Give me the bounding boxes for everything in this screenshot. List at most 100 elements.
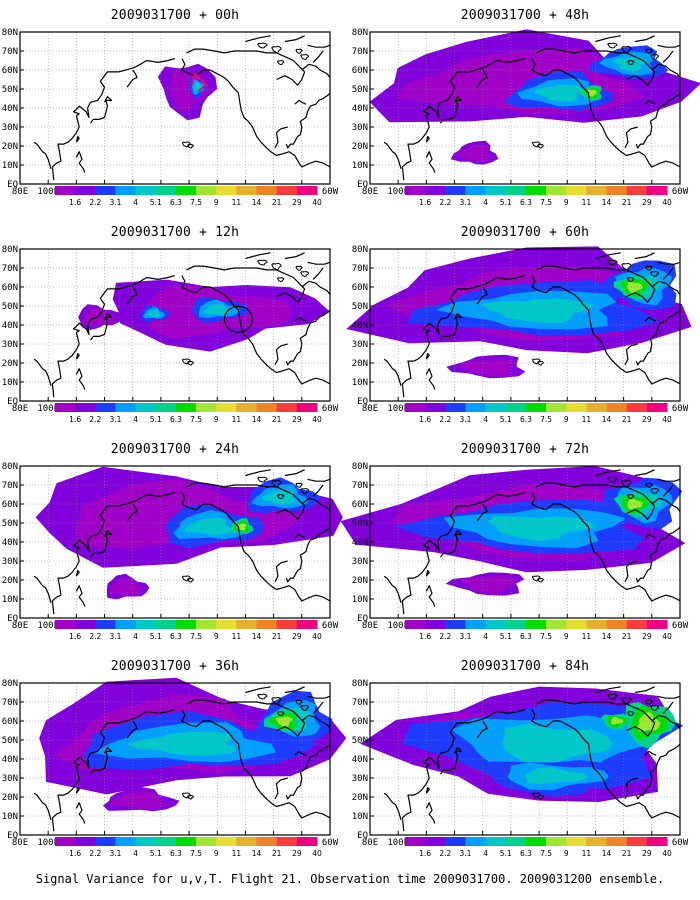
colorbar-label: 21 [272, 632, 282, 641]
colorbar-swatch [586, 620, 608, 629]
colorbar-swatch [445, 620, 466, 629]
colorbar-label: 1.6 [69, 198, 81, 207]
colorbar-label: 21 [272, 198, 282, 207]
colorbar-label: 5.1 [500, 415, 512, 424]
lat-tick-label: 10N [352, 161, 368, 171]
colorbar-swatch [196, 186, 217, 195]
colorbar-swatch [505, 620, 527, 629]
lat-tick-label: 80N [352, 28, 368, 38]
colorbar-swatch [276, 403, 298, 412]
coastline [284, 469, 305, 477]
island [626, 60, 635, 66]
coastline [126, 286, 138, 305]
colorbar-label: 2.2 [439, 415, 451, 424]
colorbar-swatch [196, 620, 217, 629]
coastline [635, 309, 681, 366]
colorbar-swatch [485, 403, 507, 412]
colorbar-swatch [626, 837, 648, 846]
lat-tick-label: 60N [352, 717, 368, 727]
coastline [634, 252, 655, 260]
coastline [657, 261, 681, 265]
flight-track [190, 71, 208, 92]
lat-tick-label: 80N [352, 245, 368, 255]
colorbar-swatch [626, 186, 648, 195]
colorbar-label: 7.5 [190, 632, 202, 641]
island [645, 265, 653, 271]
colorbar-swatch [216, 186, 237, 195]
colorbar-swatch [216, 837, 237, 846]
colorbar-label: 2.2 [89, 632, 101, 641]
variance-contour [184, 517, 234, 535]
island [276, 277, 285, 283]
coastline [51, 58, 176, 181]
coastline [634, 686, 655, 694]
coastline [383, 141, 402, 169]
colorbar-label: 7.5 [190, 198, 202, 207]
coastline [651, 497, 681, 512]
colorbar-swatch [485, 620, 507, 629]
variance-contour [146, 309, 161, 317]
colorbar-swatch [55, 837, 76, 846]
colorbar-swatch [405, 403, 426, 412]
colorbar-label: 5.1 [500, 198, 512, 207]
lat-tick-label: 70N [352, 47, 368, 57]
map-panel: 2009031700 + 60h EQ 10N 20N 30N 40N 50N 60N 70N 8… [346, 217, 700, 434]
lat-tick-label: 60N [2, 500, 18, 510]
colorbar-label: 40 [312, 415, 322, 424]
map-plot: EQ10N20N30N40N50N60N70N80N80E100E120E140… [2, 462, 343, 631]
island [187, 794, 194, 800]
lon-tick-label: 80E [362, 404, 378, 414]
colorbar-swatch [646, 837, 668, 846]
colorbar-label: 21 [272, 849, 282, 858]
coastline [301, 280, 331, 295]
colorbar-swatch [115, 620, 137, 629]
coastline [307, 695, 331, 699]
coastline [274, 777, 288, 800]
colorbar-swatch [256, 620, 278, 629]
colorbar-swatch [155, 186, 177, 195]
coastline [294, 533, 307, 539]
lon-tick-label: 100E [387, 621, 409, 631]
lat-tick-label: 10N [352, 812, 368, 822]
colorbar-swatch [135, 403, 157, 412]
coastline [126, 720, 138, 739]
island [626, 277, 635, 283]
variance-field [360, 686, 684, 802]
lat-tick-label: 40N [2, 538, 18, 548]
colorbar-label: 5.1 [500, 849, 512, 858]
map-plot: EQ10N20N30N40N50N60N70N80N80E100E120E140… [2, 245, 339, 414]
colorbar-swatch [236, 186, 258, 195]
lon-tick-label: 60W [672, 838, 689, 848]
island [295, 482, 303, 488]
coastline [401, 58, 526, 181]
colorbar-label: 1.6 [69, 415, 81, 424]
colorbar-label: 40 [662, 849, 672, 858]
panel-title: 2009031700 + 48h [460, 8, 590, 23]
colorbar-label: 1.6 [69, 632, 81, 641]
lat-tick-label: 10N [2, 812, 18, 822]
variance-contour [611, 717, 624, 725]
panel-title: 2009031700 + 84h [460, 659, 590, 674]
island [537, 577, 544, 583]
coastline [595, 252, 621, 260]
colorbar-swatch [465, 403, 487, 412]
map-plot: EQ10N20N30N40N50N60N70N80N80E100E120E140… [2, 28, 339, 197]
coastline [531, 709, 681, 819]
colorbar-label: 3.1 [109, 849, 121, 858]
variance-contour [456, 145, 490, 162]
coastline [425, 802, 436, 824]
coastline [285, 309, 331, 366]
coastline [644, 533, 657, 539]
colorbar-label: 7.5 [540, 415, 552, 424]
lat-tick-label: 10N [2, 161, 18, 171]
island [645, 699, 653, 705]
coastline [624, 343, 638, 366]
colorbar-label: 5.1 [150, 198, 162, 207]
colorbar-label: 29 [292, 632, 302, 641]
colorbar-swatch [465, 837, 487, 846]
colorbar-swatch [55, 403, 76, 412]
coastline [635, 743, 681, 800]
lat-tick-label: 40N [352, 321, 368, 331]
coastline [181, 275, 331, 385]
colorbar-label: 14 [252, 415, 262, 424]
